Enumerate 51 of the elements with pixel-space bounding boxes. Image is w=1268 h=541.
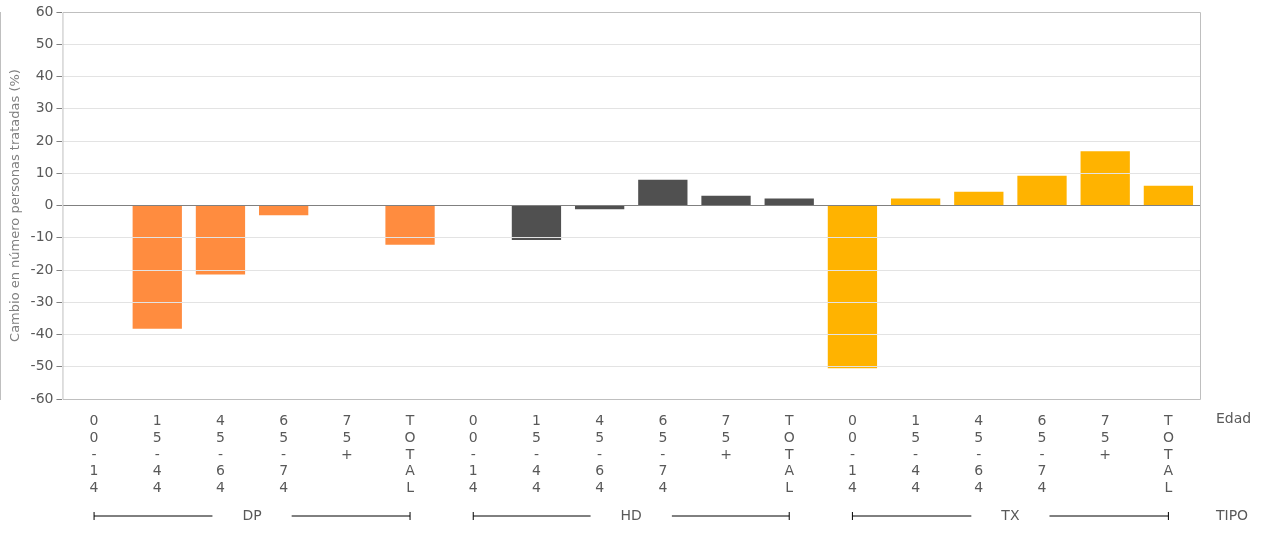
y-tick-label: 60 [35,2,54,19]
text: DP [242,506,262,523]
y-tick-label: -60 [30,389,54,406]
bar [259,206,309,216]
y-axis-title: Cambio en número personas tratadas (%) [7,69,23,342]
x-tick-label: 45-64 [216,412,225,496]
x-tick-label: 65-74 [279,412,289,496]
y-tick-label: 40 [35,67,54,84]
bar [511,206,562,241]
x-tick-label: 00-14 [468,412,478,496]
y-tick-label: -40 [30,325,54,342]
x-tick-label: TOTAL [1162,412,1174,496]
y-tick-label: 0 [44,196,54,213]
x-tick-label: 15-44 [911,412,921,496]
x-tick-label: 65-74 [658,412,668,496]
bar [385,206,435,245]
text: HD [620,506,642,523]
text: TIPO [1215,506,1249,523]
bar [701,195,751,205]
x-tick-label: 00-14 [847,412,857,496]
bar [638,179,688,205]
x-tick-label: 75+ [720,412,732,462]
x-tick-label: 15-44 [152,412,162,496]
x-tick-label: TOTAL [783,412,795,496]
bar [890,198,941,205]
x-tick-label: 45-64 [595,412,605,496]
y-tick-label: -20 [30,260,54,277]
y-tick-label: -30 [30,292,54,309]
y-tick-label: 10 [35,163,54,180]
x-tick-label: 75+ [1099,412,1112,462]
bar [132,206,182,329]
x-tick-label: 75+ [340,412,353,462]
x-tick-label: 00-14 [89,412,99,496]
y-tick-label: 30 [35,99,54,116]
bar [1143,185,1194,205]
bar [764,198,814,205]
bar [954,191,1004,205]
x-tick-label: 45-64 [974,412,984,496]
y-tick-label: -50 [30,357,54,374]
text: TX [1000,506,1020,523]
bar [195,206,246,275]
y-tick-label: 50 [35,34,54,51]
x-axis-title: Edad [1216,409,1252,426]
y-tick-label: -10 [30,228,54,245]
x-tick-label: 65-74 [1037,412,1047,496]
y-tick-label: 20 [35,131,54,148]
bar [827,206,878,369]
bar [1080,151,1130,205]
x-tick-label: 15-44 [531,412,541,496]
bar [1017,175,1067,205]
x-tick-label: TOTAL [404,412,416,496]
